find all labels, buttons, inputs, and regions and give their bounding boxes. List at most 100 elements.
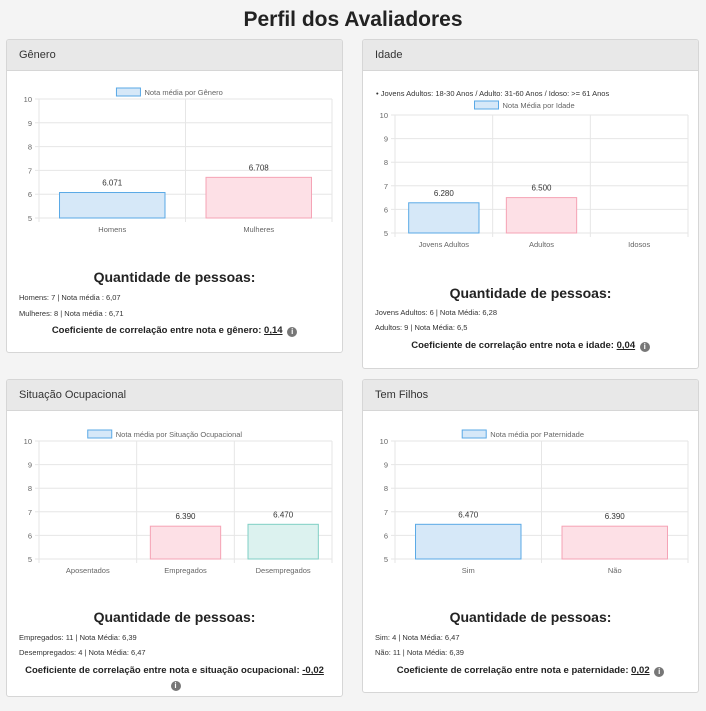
bar	[561, 525, 668, 560]
bar	[408, 202, 480, 234]
legend-swatch	[474, 100, 499, 110]
legend-label: Nota média por Paternidade	[490, 430, 584, 439]
bar	[505, 197, 578, 234]
data-label: 6.500	[531, 184, 552, 193]
bar	[149, 525, 222, 560]
x-tick-label: Desempregados	[256, 566, 311, 575]
legend: Nota média por Gênero	[115, 87, 223, 97]
correlation-value[interactable]: 0,02	[631, 665, 650, 676]
y-tick-label: 8	[384, 484, 388, 493]
legend-label: Nota média por Situação Ocupacional	[116, 430, 243, 439]
x-tick-label: Homens	[98, 225, 126, 234]
correlation-label: Coeficiente de correlação entre nota e s…	[25, 665, 300, 676]
correlation-value[interactable]: 0,04	[616, 340, 636, 351]
card-header: Idade	[363, 40, 698, 71]
legend-swatch	[115, 87, 141, 97]
x-tick-label: Jovens Adultos	[419, 240, 470, 249]
x-tick-label: Empregados	[164, 566, 207, 575]
correlation-text: Coeficiente de correlação entre nota e s…	[7, 664, 342, 692]
data-label: 6.390	[175, 512, 196, 521]
card-idade: Idade • Jovens Adultos: 18-30 Anos / Adu…	[362, 39, 699, 369]
y-tick-label: 5	[384, 229, 388, 238]
legend: Nota média por Paternidade	[461, 429, 584, 439]
bar	[205, 176, 312, 219]
chart-tem-filhos: Nota média por Paternidade 5 6 7 8 9 10 6.470 Si…	[380, 429, 689, 575]
x-tick-label: Idosos	[628, 240, 650, 249]
qty-title: Quantidade de pessoas:	[449, 285, 612, 301]
legend-swatch	[87, 429, 113, 439]
data-label: 6.470	[273, 510, 294, 519]
qty-line-adultos: Adultos: 9 | Nota Média: 6,5	[375, 323, 468, 332]
correlation-label: Coeficiente de correlação entre nota e g…	[51, 325, 262, 336]
chart-situacao-ocupacional: Nota média por Situação Ocupacional 5 6 7 8 9…	[24, 429, 333, 575]
bar	[415, 523, 522, 560]
qty-line-jovens-adultos: Jovens Adultos: 6 | Nota Média: 6,28	[375, 308, 498, 317]
card-header: Gênero	[7, 40, 342, 71]
correlation-text: Coeficiente de correlação entre nota e g…	[7, 325, 342, 337]
legend-label: Nota média por Gênero	[144, 88, 222, 97]
y-tick-label: 8	[28, 484, 32, 493]
legend-label: Nota Média por Idade	[503, 101, 575, 110]
y-tick-label: 8	[384, 158, 388, 167]
qty-line-sim: Sim: 4 | Nota Média: 6,47	[375, 633, 460, 642]
correlation-label: Coeficiente de correlação entre nota e p…	[396, 665, 629, 676]
qty-line-nao: Não: 11 | Nota Média: 6,39	[375, 648, 464, 657]
card-header: Situação Ocupacional	[7, 380, 342, 411]
y-tick-label: 7	[28, 166, 32, 175]
legend: Nota média por Situação Ocupacional	[87, 429, 243, 439]
age-groups-note: • Jovens Adultos: 18-30 Anos / Adulto: 3…	[376, 89, 610, 98]
y-tick-label: 6	[384, 205, 388, 214]
data-label: 6.280	[434, 189, 455, 198]
page-title: Perfil dos Avaliadores	[243, 8, 463, 31]
correlation-value[interactable]: 0,14	[264, 325, 283, 336]
bar	[59, 192, 166, 219]
y-tick-label: 7	[384, 508, 388, 517]
chart-genero: Nota média por Gênero 5 6 7 8 9 10 6.071 Homens 6…	[24, 87, 333, 234]
legend-swatch	[461, 429, 487, 439]
legend: Nota Média por Idade	[474, 100, 575, 110]
qty-title: Quantidade de pessoas:	[449, 609, 612, 625]
bar	[247, 523, 319, 560]
x-tick-label: Aposentados	[66, 566, 110, 575]
y-tick-label: 9	[28, 119, 32, 128]
info-icon[interactable]: i	[639, 342, 650, 352]
card-header: Tem Filhos	[363, 380, 698, 411]
y-tick-label: 6	[384, 531, 388, 540]
y-tick-label: 8	[28, 143, 32, 152]
y-tick-label: 10	[24, 437, 32, 446]
qty-line-homens: Homens: 7 | Nota média : 6,07	[19, 293, 121, 302]
qty-line-empregados: Empregados: 11 | Nota Média: 6,39	[19, 633, 137, 642]
y-tick-label: 7	[384, 182, 388, 191]
data-label: 6.708	[249, 163, 270, 172]
y-tick-label: 9	[28, 461, 32, 470]
y-tick-label: 10	[380, 437, 388, 446]
y-tick-label: 9	[384, 461, 388, 470]
card-tem-filhos: Tem Filhos Nota média por Paternidade 5 6 7…	[362, 379, 699, 693]
info-icon[interactable]: i	[170, 681, 181, 691]
correlation-label: Coeficiente de correlação entre nota e i…	[411, 340, 614, 351]
correlation-value[interactable]: -0,02	[302, 665, 324, 676]
info-icon[interactable]: i	[654, 667, 665, 677]
data-label: 6.071	[102, 179, 123, 188]
y-tick-label: 7	[28, 508, 32, 517]
x-tick-label: Sim	[462, 566, 475, 575]
y-tick-label: 5	[28, 214, 32, 223]
card-situacao-ocupacional: Situação Ocupacional Nota média por Situ…	[6, 379, 343, 697]
correlation-text: Coeficiente de correlação entre nota e i…	[363, 340, 698, 352]
qty-title: Quantidade de pessoas:	[93, 269, 256, 285]
qty-line-mulheres: Mulheres: 8 | Nota média : 6,71	[19, 309, 124, 318]
chart-idade: Nota Média por Idade 5 6 7 8 9 10 6.280 Jovens A…	[380, 100, 689, 249]
y-tick-label: 5	[384, 555, 388, 564]
y-tick-label: 6	[28, 531, 32, 540]
y-tick-label: 10	[24, 95, 32, 104]
info-icon[interactable]: i	[287, 327, 298, 337]
card-genero: Gênero Nota média por Gênero 5 6 7 8 9 10 6.071…	[6, 39, 343, 353]
qty-line-desempregados: Desempregados: 4 | Nota Média: 6,47	[19, 648, 146, 657]
data-label: 6.470	[458, 510, 479, 519]
y-tick-label: 6	[28, 190, 32, 199]
y-tick-label: 5	[28, 555, 32, 564]
x-tick-label: Mulheres	[243, 225, 274, 234]
x-tick-label: Não	[608, 566, 622, 575]
data-label: 6.390	[605, 512, 626, 521]
y-tick-label: 10	[380, 111, 388, 120]
